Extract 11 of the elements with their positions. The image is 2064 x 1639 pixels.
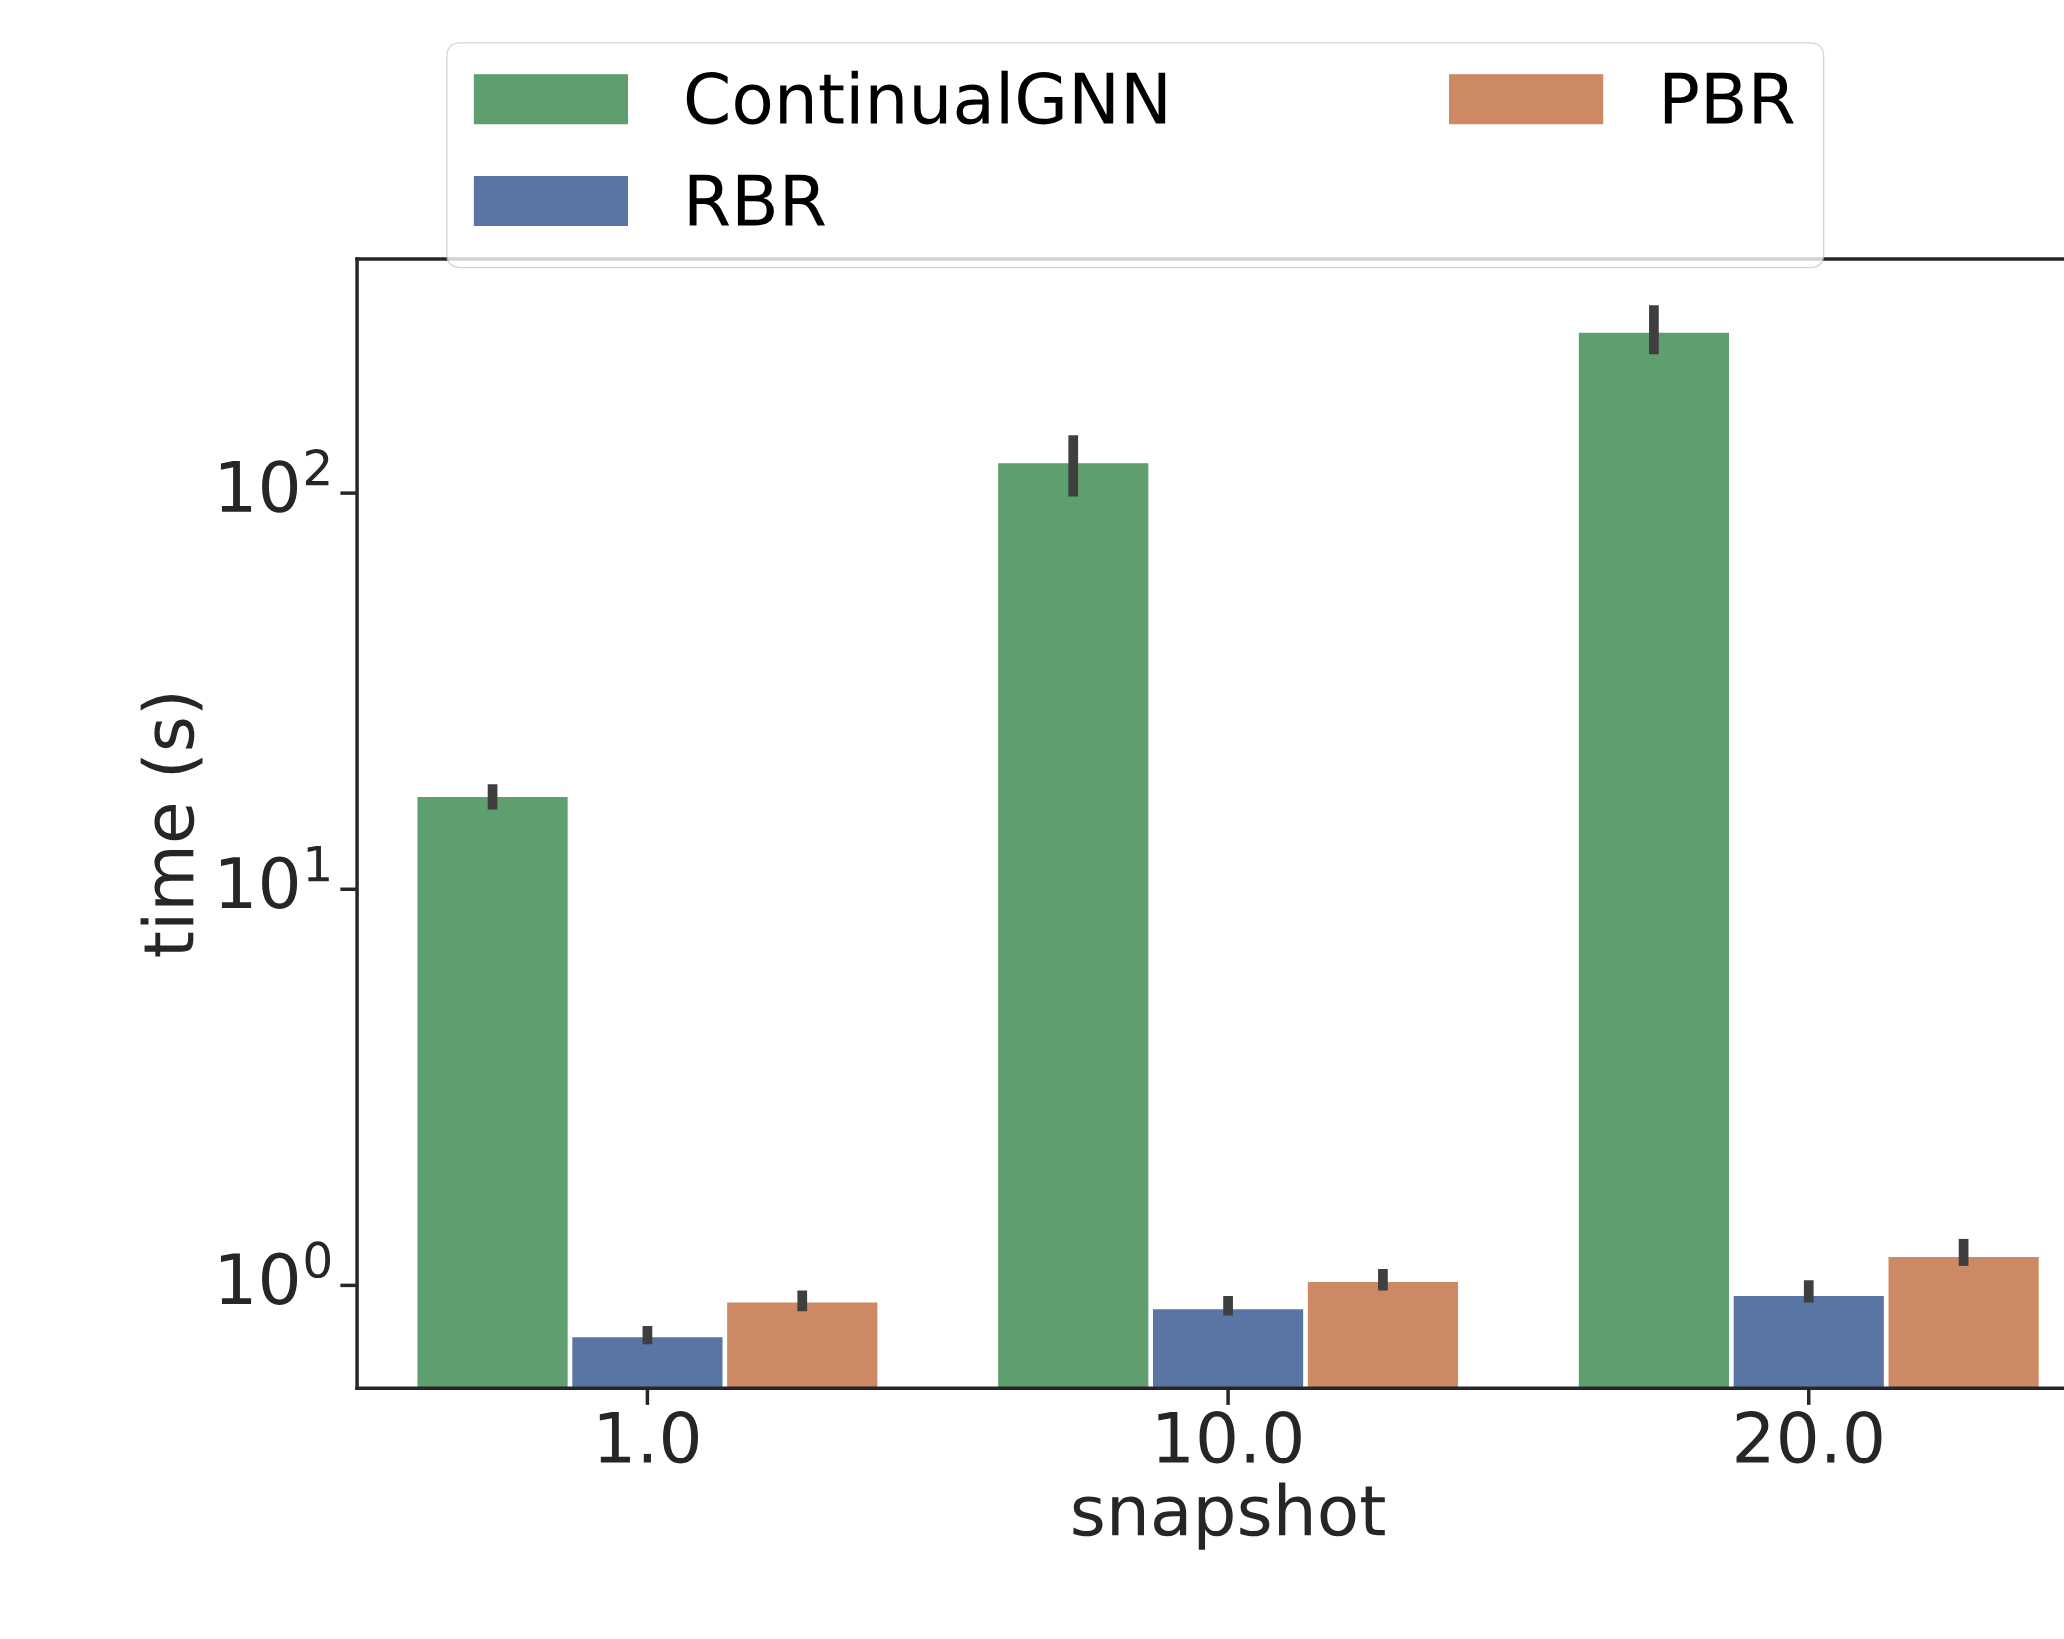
x-tick-label: 10.0 [1158,1410,1301,1464]
legend-label: RBR [689,174,826,226]
y-tick-label: 10$^{1}$ [220,845,329,909]
y-axis-title: time (s) [140,694,203,957]
legend-label: ContinualGNN [686,70,1166,125]
y-tick-label: 10$^{2}$ [220,449,329,513]
legend-label: PBR [1664,72,1794,124]
y-tick-label: 10$^{0}$ [220,1241,331,1305]
x-tick-label: 1.0 [599,1410,699,1464]
x-axis-title: snapshot [1073,1482,1385,1550]
x-tick-label: 20.0 [1736,1410,1882,1464]
